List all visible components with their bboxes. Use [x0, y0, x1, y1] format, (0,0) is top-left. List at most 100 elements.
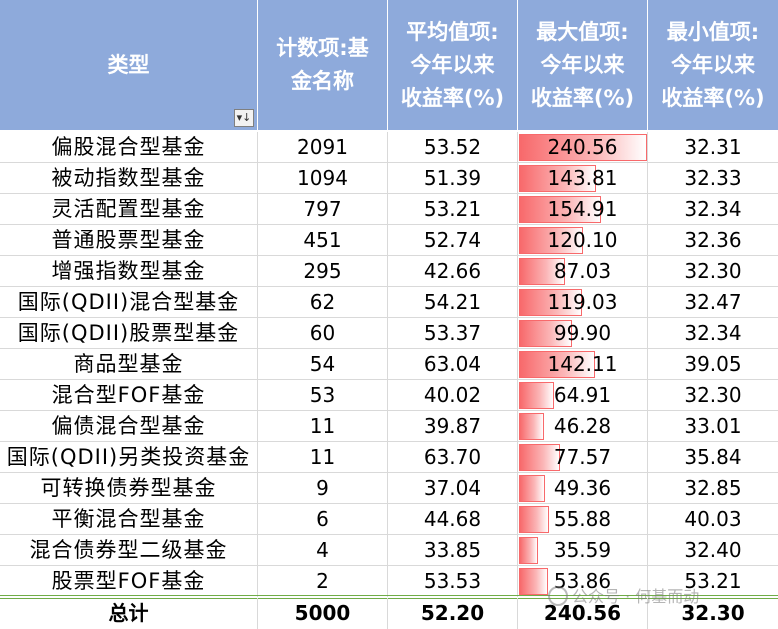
data-bar	[519, 413, 544, 440]
cell-min: 33.01	[684, 414, 742, 438]
data-bar	[519, 289, 582, 316]
cell-count: 60	[258, 318, 388, 349]
max-value-text: 55.88	[553, 507, 612, 531]
header-min[interactable]: 最小值项: 今年以来 收益率(%)	[661, 19, 765, 110]
cell-max: 87.03	[518, 256, 648, 287]
cell-avg: 40.02	[388, 380, 518, 411]
table-row[interactable]: 混合型FOF基金 53 40.02 64.91 32.30	[0, 380, 778, 411]
cell-type: 可转换债券型基金	[0, 473, 258, 504]
cell-type: 普通股票型基金	[0, 225, 258, 256]
table-row[interactable]: 混合债券型二级基金 4 33.85 35.59 32.40	[0, 535, 778, 566]
data-bar	[519, 475, 545, 502]
cell-min: 32.31	[684, 135, 742, 159]
table-row[interactable]: 被动指数型基金 1094 51.39 143.81 32.33	[0, 163, 778, 194]
cell-type: 平衡混合型基金	[0, 504, 258, 535]
table-row[interactable]: 偏债混合型基金 11 39.87 46.28 33.01	[0, 411, 778, 442]
cell-max: 142.11	[518, 349, 648, 380]
cell-avg: 53.53	[388, 566, 518, 597]
cell-count: 2	[258, 566, 388, 597]
max-value-text: 119.03	[547, 290, 618, 314]
cell-min: 32.47	[684, 290, 742, 314]
cell-type: 国际(QDII)另类投资基金	[0, 442, 258, 473]
cell-max: 77.57	[518, 442, 648, 473]
cell-count: 11	[258, 411, 388, 442]
total-separator	[0, 595, 778, 599]
header-count[interactable]: 计数项:基 金名称	[258, 0, 388, 130]
data-bar	[519, 258, 565, 285]
cell-max: 240.56	[518, 132, 648, 163]
cell-min: 53.21	[684, 569, 742, 593]
cell-avg: 52.74	[388, 225, 518, 256]
cell-avg: 51.39	[388, 163, 518, 194]
cell-count: 54	[258, 349, 388, 380]
cell-count: 797	[258, 194, 388, 225]
cell-count: 53	[258, 380, 388, 411]
header-avg[interactable]: 平均值项: 今年以来 收益率(%)	[388, 0, 518, 130]
cell-max: 99.90	[518, 318, 648, 349]
cell-max: 119.03	[518, 287, 648, 318]
max-value-text: 49.36	[553, 476, 612, 500]
cell-min: 39.05	[684, 352, 742, 376]
cell-min: 32.36	[684, 228, 742, 252]
table-row[interactable]: 灵活配置型基金 797 53.21 154.91 32.34	[0, 194, 778, 225]
cell-type: 增强指数型基金	[0, 256, 258, 287]
cell-min: 32.40	[684, 538, 742, 562]
cell-max: 49.36	[518, 473, 648, 504]
cell-avg: 53.37	[388, 318, 518, 349]
max-value-text: 99.90	[553, 321, 612, 345]
max-value-text: 154.91	[547, 197, 618, 221]
data-bar	[519, 537, 538, 564]
cell-avg: 63.04	[388, 349, 518, 380]
max-value-text: 35.59	[553, 538, 612, 562]
watermark: 公众号 · 何基而动	[548, 584, 699, 610]
data-bar	[519, 320, 572, 347]
data-bar	[519, 382, 554, 409]
header-type[interactable]: 类型	[0, 0, 258, 130]
max-value-text: 64.91	[553, 383, 612, 407]
max-value-text: 77.57	[553, 445, 612, 469]
cell-count: 451	[258, 225, 388, 256]
cell-count: 2091	[258, 132, 388, 163]
cell-count: 295	[258, 256, 388, 287]
cell-type: 混合债券型二级基金	[0, 535, 258, 566]
cell-min: 40.03	[684, 507, 742, 531]
data-bar	[519, 196, 601, 223]
table-row[interactable]: 股票型FOF基金 2 53.53 53.86 53.21	[0, 566, 778, 597]
cell-type: 国际(QDII)股票型基金	[0, 318, 258, 349]
cell-min: 32.34	[684, 321, 742, 345]
table-row[interactable]: 偏股混合型基金 2091 53.52 240.56 32.31	[0, 132, 778, 163]
data-bar	[519, 351, 595, 378]
table-row[interactable]: 平衡混合型基金 6 44.68 55.88 40.03	[0, 504, 778, 535]
header-max[interactable]: 最大值项: 今年以来 收益率(%)	[518, 0, 648, 130]
data-bar	[519, 444, 560, 471]
cell-max: 154.91	[518, 194, 648, 225]
table-row[interactable]: 国际(QDII)股票型基金 60 53.37 99.90 32.34	[0, 318, 778, 349]
cell-avg: 33.85	[388, 535, 518, 566]
cell-min: 35.84	[684, 445, 742, 469]
cell-max: 53.86	[518, 566, 648, 597]
max-value-text: 240.56	[547, 135, 618, 159]
data-bar	[519, 227, 583, 254]
max-value-text: 46.28	[553, 414, 612, 438]
cell-avg: 53.52	[388, 132, 518, 163]
data-bar	[519, 134, 647, 161]
table-row[interactable]: 国际(QDII)另类投资基金 11 63.70 77.57 35.84	[0, 442, 778, 473]
cell-count: 6	[258, 504, 388, 535]
table-row[interactable]: 普通股票型基金 451 52.74 120.10 32.36	[0, 225, 778, 256]
table-row[interactable]: 商品型基金 54 63.04 142.11 39.05	[0, 349, 778, 380]
cell-type: 偏债混合型基金	[0, 411, 258, 442]
cell-max: 143.81	[518, 163, 648, 194]
table-header: 类型 ▾↓ 计数项:基 金名称 平均值项: 今年以来 收益率(%) 最大值项: …	[0, 0, 778, 130]
table-row[interactable]: 国际(QDII)混合型基金 62 54.21 119.03 32.47	[0, 287, 778, 318]
cell-type: 偏股混合型基金	[0, 132, 258, 163]
table-row[interactable]: 增强指数型基金 295 42.66 87.03 32.30	[0, 256, 778, 287]
total-row[interactable]: 总计 5000 52.20 240.56 32.30	[0, 598, 778, 629]
cell-max: 35.59	[518, 535, 648, 566]
total-min: 32.30	[681, 601, 745, 625]
cell-count: 62	[258, 287, 388, 318]
table-row[interactable]: 可转换债券型基金 9 37.04 49.36 32.85	[0, 473, 778, 504]
cell-min: 32.85	[684, 476, 742, 500]
cell-avg: 37.04	[388, 473, 518, 504]
cell-min: 32.33	[684, 166, 742, 190]
filter-dropdown-icon[interactable]: ▾↓	[234, 109, 254, 127]
